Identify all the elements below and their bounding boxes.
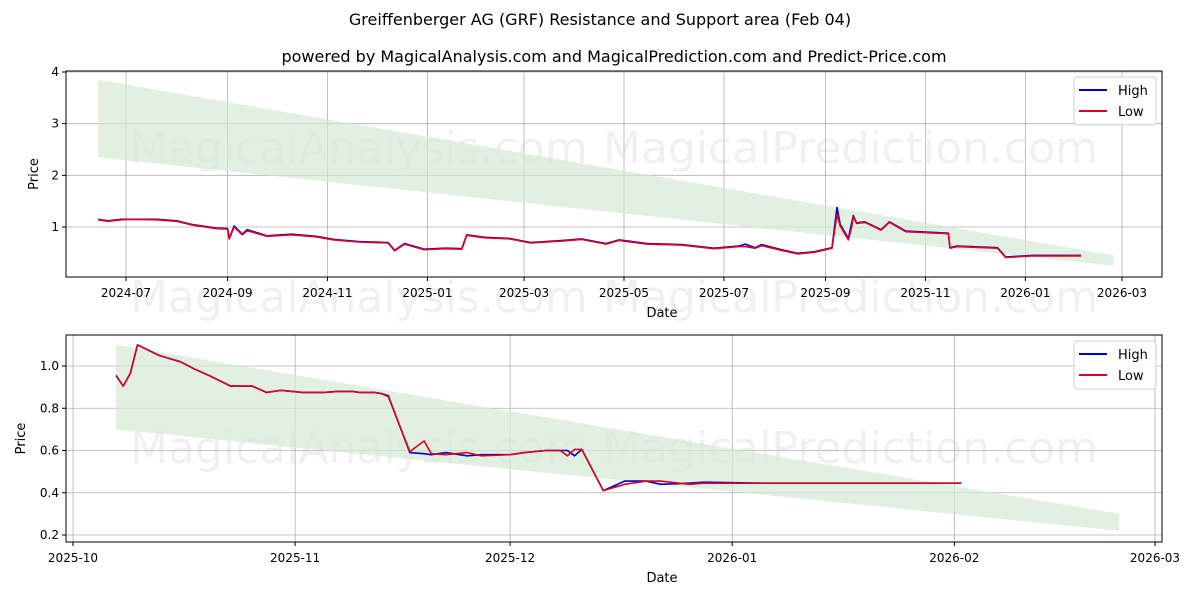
- watermark: MagicalPrediction.com: [603, 123, 1098, 174]
- x-tick-label: 2024-07: [101, 286, 151, 300]
- watermark: MagicalPrediction.com: [603, 272, 1098, 323]
- y-tick-label: 1.0: [40, 359, 59, 373]
- y-axis-label: Price: [27, 158, 42, 190]
- x-tick-label: 2026-01: [1000, 286, 1050, 300]
- y-tick-label: 3: [51, 117, 59, 131]
- y-tick-label: 4: [51, 65, 59, 79]
- x-tick-label: 2025-09: [800, 286, 850, 300]
- x-tick-label: 2025-10: [48, 551, 98, 565]
- bottom-chart: MagicalAnalysis.comMagicalPrediction.com…: [14, 334, 1180, 586]
- x-tick-label: 2026-01: [707, 551, 757, 565]
- x-tick-label: 2024-09: [202, 286, 252, 300]
- y-tick-label: 0.8: [40, 401, 59, 415]
- x-tick-label: 2025-03: [499, 286, 549, 300]
- y-tick-label: 0.4: [40, 486, 59, 500]
- top-chart: MagicalAnalysis.com MagicalPrediction.com…: [27, 65, 1163, 323]
- axes-frame: [65, 70, 1163, 278]
- legend: High Low: [1073, 76, 1157, 126]
- y-axis-label: Price: [14, 423, 29, 455]
- x-tick-label: 2025-11: [270, 551, 320, 565]
- x-tick-label: 2026-02: [929, 551, 979, 565]
- legend: High Low: [1073, 340, 1157, 390]
- chart-title: Greiffenberger AG (GRF) Resistance and S…: [349, 10, 851, 29]
- y-tick-label: 1: [51, 220, 59, 234]
- chart-subtitle: powered by MagicalAnalysis.com and Magic…: [281, 47, 946, 66]
- support-resistance-band: [115, 344, 1120, 531]
- axes-frame: [65, 334, 1163, 543]
- x-tick-label: 2026-03: [1130, 551, 1180, 565]
- x-tick-label: 2025-12: [485, 551, 535, 565]
- y-tick-label: 0.2: [40, 528, 59, 542]
- x-tick-label: 2025-01: [402, 286, 452, 300]
- legend-label: Low: [1118, 105, 1144, 120]
- legend-label: High: [1118, 348, 1148, 363]
- y-tick-label: 0.6: [40, 444, 59, 458]
- legend-label: Low: [1118, 369, 1144, 384]
- y-tick-label: 2: [51, 168, 59, 182]
- legend-label: High: [1118, 84, 1148, 99]
- x-tick-label: 2024-11: [302, 286, 352, 300]
- x-tick-label: 2025-11: [900, 286, 950, 300]
- x-axis-label: Date: [646, 571, 677, 586]
- support-resistance-band: [98, 79, 1114, 266]
- low-series: [115, 344, 962, 492]
- x-tick-label: 2025-07: [699, 286, 749, 300]
- x-tick-label: 2025-05: [599, 286, 649, 300]
- watermark: MagicalAnalysis.com: [130, 272, 588, 323]
- x-axis-label: Date: [646, 306, 677, 321]
- low-series: [98, 213, 1081, 259]
- x-tick-label: 2026-03: [1097, 286, 1147, 300]
